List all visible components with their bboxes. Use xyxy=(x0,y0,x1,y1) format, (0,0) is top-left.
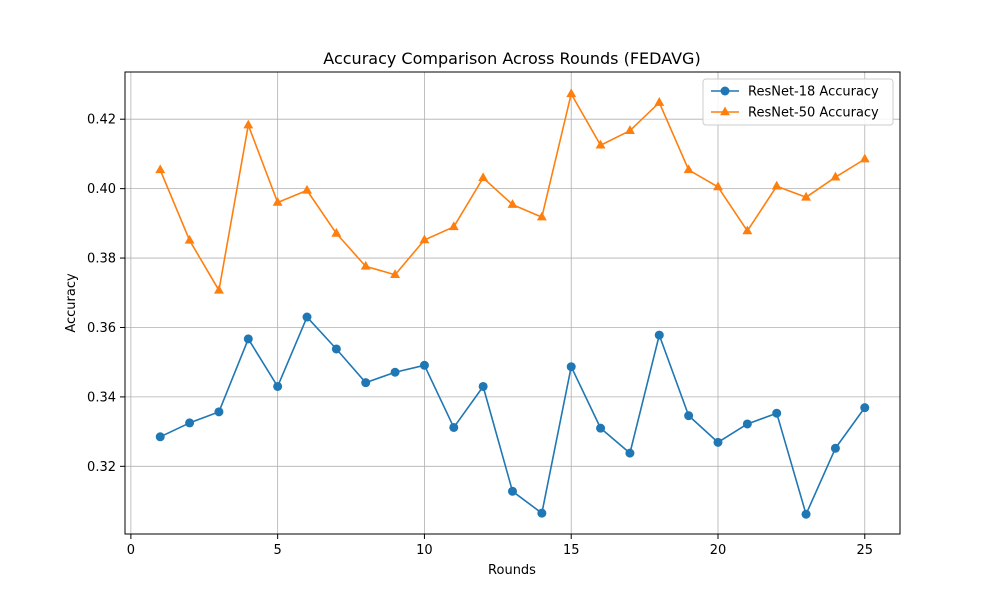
data-point xyxy=(654,97,665,106)
data-point xyxy=(830,171,841,181)
legend-entry: ResNet-18 Accuracy xyxy=(711,85,879,100)
data-point xyxy=(625,448,635,458)
legend-entry: ResNet-50 Accuracy xyxy=(711,106,879,121)
x-axis-label: Rounds xyxy=(488,563,536,578)
data-point xyxy=(801,509,811,519)
x-tick-label: 15 xyxy=(563,543,580,558)
legend: ResNet-18 Accuracy ResNet-50 Accuracy xyxy=(702,78,894,126)
y-tick-label: 0.38 xyxy=(87,252,116,267)
y-tick-label: 0.42 xyxy=(87,113,116,128)
x-tick-label: 0 xyxy=(127,543,135,558)
series-layer xyxy=(155,88,870,519)
x-tick-label: 20 xyxy=(710,543,727,558)
data-point xyxy=(860,403,870,413)
data-point xyxy=(830,443,840,453)
data-point xyxy=(243,119,254,129)
data-point xyxy=(713,437,723,447)
data-point xyxy=(448,221,459,231)
x-tick-label: 10 xyxy=(416,543,433,558)
data-point xyxy=(624,125,635,134)
data-point xyxy=(331,227,342,237)
data-point xyxy=(772,408,782,418)
data-point xyxy=(390,269,401,279)
x-axis-ticks: 0 5 10 15 20 25 xyxy=(127,534,873,558)
data-point xyxy=(771,180,782,190)
data-point xyxy=(273,381,283,391)
data-point xyxy=(155,432,165,442)
data-point xyxy=(419,234,430,244)
data-point xyxy=(801,191,812,201)
series-line xyxy=(159,316,866,516)
data-point xyxy=(331,344,341,354)
legend-label: ResNet-18 Accuracy xyxy=(748,85,879,100)
data-point xyxy=(684,411,694,421)
data-point xyxy=(595,139,606,149)
series-1 xyxy=(155,312,870,519)
series-2 xyxy=(155,88,870,294)
data-point xyxy=(537,508,547,518)
data-point xyxy=(155,164,166,174)
data-point xyxy=(713,181,723,191)
data-point xyxy=(390,367,400,377)
data-point xyxy=(214,407,224,417)
plot-frame xyxy=(124,71,901,535)
y-tick-label: 0.36 xyxy=(87,321,116,336)
data-point xyxy=(742,419,752,429)
y-axis-ticks: 0.32 0.34 0.36 0.38 0.40 0.42 xyxy=(87,113,125,475)
y-tick-label: 0.40 xyxy=(87,182,116,197)
data-point xyxy=(184,234,195,244)
data-point xyxy=(566,362,576,372)
data-point xyxy=(742,225,753,235)
data-point xyxy=(654,330,664,340)
data-point xyxy=(478,172,489,182)
chart-title: Accuracy Comparison Across Rounds (FEDAV… xyxy=(323,49,700,68)
y-axis-label: Accuracy xyxy=(64,273,79,333)
data-point xyxy=(360,260,371,270)
data-point xyxy=(185,418,195,428)
legend-marker xyxy=(720,106,730,116)
x-tick-label: 25 xyxy=(856,543,873,558)
data-point xyxy=(302,312,312,322)
y-tick-label: 0.34 xyxy=(87,390,116,405)
data-point xyxy=(478,381,488,391)
data-point xyxy=(272,197,283,206)
data-point xyxy=(859,153,870,163)
data-point xyxy=(508,486,517,496)
legend-label: ResNet-50 Accuracy xyxy=(748,106,879,121)
data-point xyxy=(536,211,547,221)
legend-box xyxy=(702,78,894,126)
legend-marker xyxy=(720,86,730,96)
data-point xyxy=(361,378,371,388)
data-point xyxy=(419,360,429,370)
data-point xyxy=(302,184,312,194)
grid-lines xyxy=(125,72,900,534)
y-tick-label: 0.32 xyxy=(87,460,116,475)
x-tick-label: 5 xyxy=(274,543,282,558)
data-point xyxy=(243,334,253,344)
data-point xyxy=(449,422,459,432)
data-point xyxy=(596,423,606,433)
data-point xyxy=(566,88,577,98)
data-point xyxy=(683,164,694,174)
data-point xyxy=(213,284,224,294)
data-point xyxy=(507,199,518,208)
